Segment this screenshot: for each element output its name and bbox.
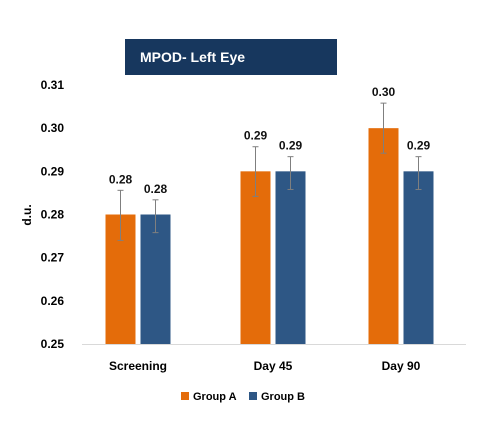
x-category-label: Day 45 — [254, 359, 293, 373]
y-tick-label: 0.28 — [41, 208, 65, 222]
legend-label: Group A — [193, 391, 237, 403]
data-label: 0.28 — [144, 182, 168, 196]
y-tick-label: 0.31 — [41, 78, 65, 92]
bar — [140, 214, 171, 344]
data-label: 0.29 — [407, 139, 431, 153]
y-tick-label: 0.29 — [41, 164, 65, 178]
y-axis-ticks: 0.25 0.26 0.27 0.28 0.29 0.30 0.31 — [41, 78, 65, 351]
legend: Group A Group B — [181, 391, 305, 403]
chart-title-box — [125, 39, 337, 75]
data-label: 0.30 — [372, 85, 396, 99]
legend-swatch — [249, 392, 257, 400]
data-label: 0.29 — [244, 129, 268, 143]
y-axis-label: d.u. — [20, 204, 34, 225]
y-tick-label: 0.25 — [41, 337, 65, 351]
data-labels-group: 0.28 0.28 0.29 0.29 0.30 0.29 — [109, 85, 431, 196]
y-tick-label: 0.26 — [41, 294, 65, 308]
y-tick-label: 0.27 — [41, 251, 65, 265]
bar — [368, 128, 399, 344]
bar — [275, 171, 306, 344]
bar — [240, 171, 271, 344]
bar — [403, 171, 434, 344]
bars-group — [105, 128, 434, 344]
x-category-label: Day 90 — [382, 359, 421, 373]
data-label: 0.28 — [109, 172, 133, 186]
error-bars-group — [117, 102, 422, 241]
chart-title: MPOD- Left Eye — [140, 49, 245, 65]
legend-label: Group B — [261, 391, 305, 403]
x-category-label: Screening — [109, 359, 167, 373]
data-label: 0.29 — [279, 139, 303, 153]
y-tick-label: 0.30 — [41, 121, 65, 135]
legend-swatch — [181, 392, 189, 400]
x-axis-categories: Screening Day 45 Day 90 — [109, 359, 421, 373]
